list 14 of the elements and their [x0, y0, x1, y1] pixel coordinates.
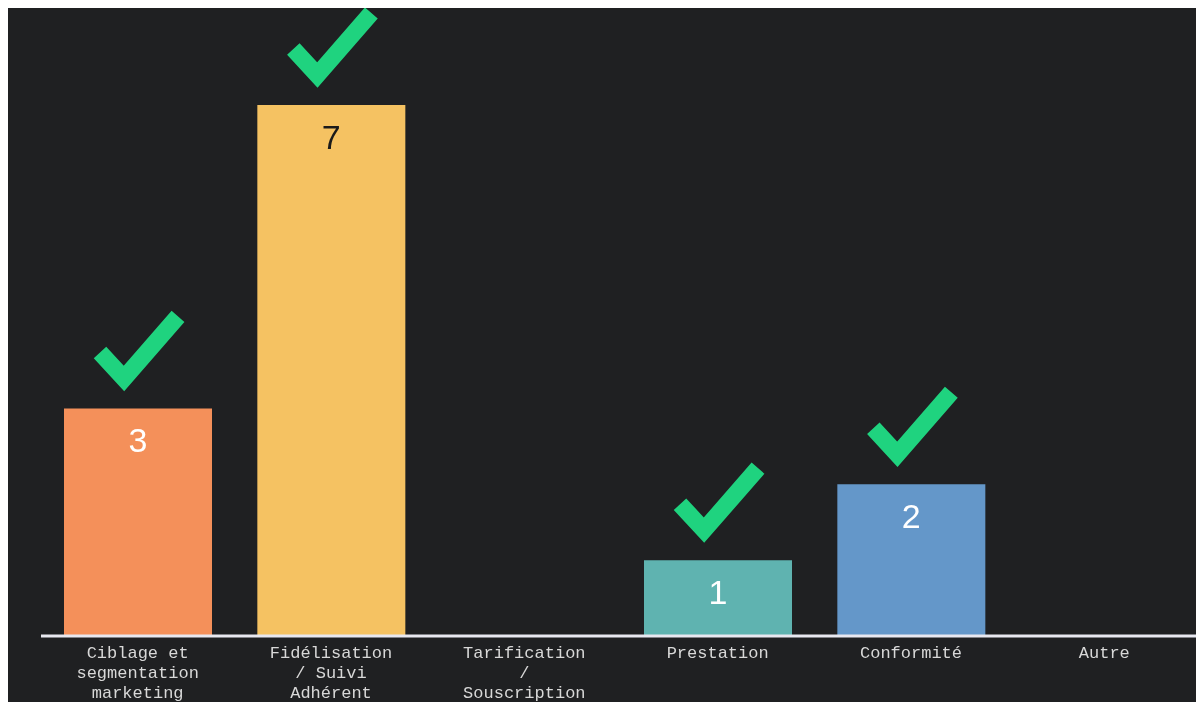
x-tick-label: Conformité	[859, 644, 963, 663]
bar	[837, 484, 986, 636]
bar	[257, 105, 406, 636]
data-label: 3	[128, 421, 148, 460]
data-label: 7	[321, 118, 341, 156]
x-tick-label: Autre	[1078, 644, 1130, 663]
x-tick-label: Prestation	[666, 644, 769, 663]
data-label: 2	[901, 497, 921, 536]
x-tick-label: Ciblage et segmentation marketing	[76, 644, 199, 703]
bar	[644, 560, 792, 636]
bar	[64, 408, 212, 636]
data-label: 1	[708, 573, 728, 612]
x-tick-label: Tarification / Souscription	[463, 644, 586, 703]
x-tick-label: Fidélisation / Suivi Adhérent	[269, 644, 393, 703]
